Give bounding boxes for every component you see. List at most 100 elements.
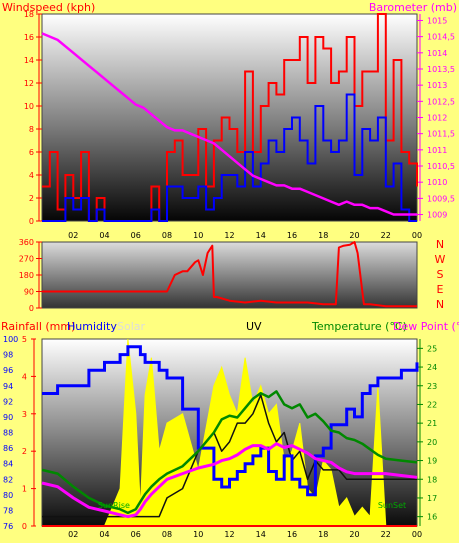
wind-panel-x-tick-00: 00 bbox=[412, 231, 422, 240]
windspeed-y-tick-6: 6 bbox=[29, 148, 34, 157]
wind-panel-x-tick-08: 08 bbox=[162, 231, 172, 240]
barometer-y-tick: 1009,5 bbox=[427, 194, 455, 203]
direction-y-tick-360: 360 bbox=[19, 238, 34, 247]
wind-panel-x-tick-18: 18 bbox=[318, 231, 328, 240]
sunset-marker-label: SunSet bbox=[378, 501, 406, 510]
humidity-y-tick-76: 76 bbox=[3, 522, 13, 531]
temperature-series-line bbox=[41, 390, 418, 515]
humidity-y-tick-82: 82 bbox=[3, 475, 13, 484]
wind-panel-x-tick-10: 10 bbox=[193, 231, 203, 240]
weather-panel-x-tick-14: 14 bbox=[256, 530, 266, 539]
temperature-y-tick-22: 22 bbox=[427, 400, 437, 409]
dewpoint-legend: Dew Point (°C) bbox=[393, 320, 459, 333]
windspeed-y-tick-14: 14 bbox=[24, 56, 34, 65]
barometer-y-tick: 1012 bbox=[427, 114, 447, 123]
temperature-y-tick-17: 17 bbox=[427, 494, 437, 503]
barometer-y-tick: 1013,5 bbox=[427, 65, 455, 74]
barometer-y-tick: 1013 bbox=[427, 81, 447, 90]
wind-panel-x-tick-12: 12 bbox=[224, 231, 234, 240]
direction-y-tick-0: 0 bbox=[29, 304, 34, 313]
windspeed-y-tick-16: 16 bbox=[24, 33, 34, 42]
barometer-y-tick: 1014,5 bbox=[427, 33, 455, 42]
wind-panel-x-tick-14: 14 bbox=[256, 231, 266, 240]
barometer-y-tick: 1012,5 bbox=[427, 97, 455, 106]
barometer-y-tick: 1009 bbox=[427, 211, 447, 220]
compass-label-N: N bbox=[436, 298, 444, 311]
compass-label-E: E bbox=[437, 283, 444, 296]
weather-panel-x-tick-16: 16 bbox=[287, 530, 297, 539]
wind-average-series-line bbox=[42, 93, 417, 222]
humidity-y-tick-80: 80 bbox=[3, 491, 13, 500]
direction-y-tick-270: 270 bbox=[19, 255, 34, 264]
temperature-y-tick-23: 23 bbox=[427, 382, 437, 391]
compass-label-N: N bbox=[436, 238, 444, 251]
humidity-legend: Humidity bbox=[67, 320, 117, 333]
wind-panel-x-tick-20: 20 bbox=[349, 231, 359, 240]
direction-y-tick-180: 180 bbox=[19, 271, 34, 280]
temperature-y-tick-20: 20 bbox=[427, 438, 437, 447]
solar-legend: Solar bbox=[117, 320, 146, 333]
humidity-y-tick-90: 90 bbox=[3, 413, 13, 422]
direction-y-tick-90: 90 bbox=[24, 288, 34, 297]
weather-panel-x-tick-12: 12 bbox=[224, 530, 234, 539]
barometer-axis-title: Barometer (mb) bbox=[369, 1, 457, 14]
rainfall-y-tick-0: 0 bbox=[22, 522, 27, 531]
humidity-y-tick-96: 96 bbox=[3, 366, 13, 375]
humidity-y-tick-92: 92 bbox=[3, 397, 13, 406]
temperature-legend: Temperature (°C) bbox=[311, 320, 407, 333]
barometer-y-tick: 1010,5 bbox=[427, 162, 455, 171]
weather-panel-x-tick-02: 02 bbox=[68, 530, 78, 539]
humidity-y-tick-78: 78 bbox=[3, 506, 13, 515]
rainfall-y-tick-2: 2 bbox=[22, 447, 27, 456]
humidity-y-tick-100: 100 bbox=[3, 335, 18, 344]
uv-legend: UV bbox=[246, 320, 262, 333]
weather-panel-x-tick-10: 10 bbox=[193, 530, 203, 539]
humidity-y-tick-98: 98 bbox=[3, 351, 13, 360]
windspeed-y-tick-12: 12 bbox=[24, 79, 34, 88]
temperature-y-tick-19: 19 bbox=[427, 457, 437, 466]
barometer-y-tick: 1011,5 bbox=[427, 130, 455, 139]
wind-panel-x-tick-06: 06 bbox=[131, 231, 141, 240]
rainfall-axis-title: Rainfall (mm) bbox=[1, 320, 75, 333]
rainfall-y-tick-3: 3 bbox=[22, 410, 27, 419]
windspeed-y-tick-18: 18 bbox=[24, 10, 34, 19]
weather-panel-x-tick-04: 04 bbox=[99, 530, 109, 539]
windspeed-y-tick-0: 0 bbox=[29, 217, 34, 226]
humidity-y-tick-94: 94 bbox=[3, 382, 13, 391]
rainfall-y-tick-4: 4 bbox=[22, 372, 27, 381]
weather-panel-x-tick-20: 20 bbox=[349, 530, 359, 539]
barometer-y-tick: 1010 bbox=[427, 178, 447, 187]
wind-panel-x-tick-22: 22 bbox=[381, 231, 391, 240]
temperature-y-tick-25: 25 bbox=[427, 344, 437, 353]
humidity-series-line bbox=[42, 345, 419, 497]
temperature-y-tick-24: 24 bbox=[427, 363, 437, 372]
rainfall-y-tick-5: 5 bbox=[22, 335, 27, 344]
windspeed-series-line bbox=[42, 13, 418, 222]
weather-panel-x-tick-00: 00 bbox=[412, 530, 422, 539]
windspeed-y-tick-2: 2 bbox=[29, 194, 34, 203]
wind-panel-x-tick-16: 16 bbox=[287, 231, 297, 240]
rainfall-y-tick-1: 1 bbox=[22, 485, 27, 494]
humidity-y-tick-86: 86 bbox=[3, 444, 13, 453]
compass-label-W: W bbox=[435, 253, 446, 266]
temperature-y-tick-16: 16 bbox=[427, 513, 437, 522]
wind-direction-plot-area bbox=[41, 241, 418, 309]
barometer-y-tick: 1014 bbox=[427, 49, 447, 58]
wind-panel-x-tick-02: 02 bbox=[68, 231, 78, 240]
weather-panel-x-tick-08: 08 bbox=[162, 530, 172, 539]
sunrise-marker-label: SunRise bbox=[98, 501, 130, 510]
solar-series-area bbox=[42, 338, 417, 527]
temperature-y-tick-21: 21 bbox=[427, 419, 437, 428]
windspeed-y-tick-4: 4 bbox=[29, 171, 34, 180]
windspeed-axis-title: Windspeed (kph) bbox=[2, 1, 95, 14]
dewpoint-series-line bbox=[41, 442, 418, 519]
weather-panel-x-tick-22: 22 bbox=[381, 530, 391, 539]
weather-panel-x-tick-18: 18 bbox=[318, 530, 328, 539]
weather-panel-x-tick-06: 06 bbox=[131, 530, 141, 539]
wind-panel-x-tick-04: 04 bbox=[99, 231, 109, 240]
barometer-series-line bbox=[41, 32, 417, 216]
compass-label-S: S bbox=[437, 268, 444, 281]
humidity-y-tick-84: 84 bbox=[3, 460, 13, 469]
direction-series-line bbox=[42, 241, 417, 308]
